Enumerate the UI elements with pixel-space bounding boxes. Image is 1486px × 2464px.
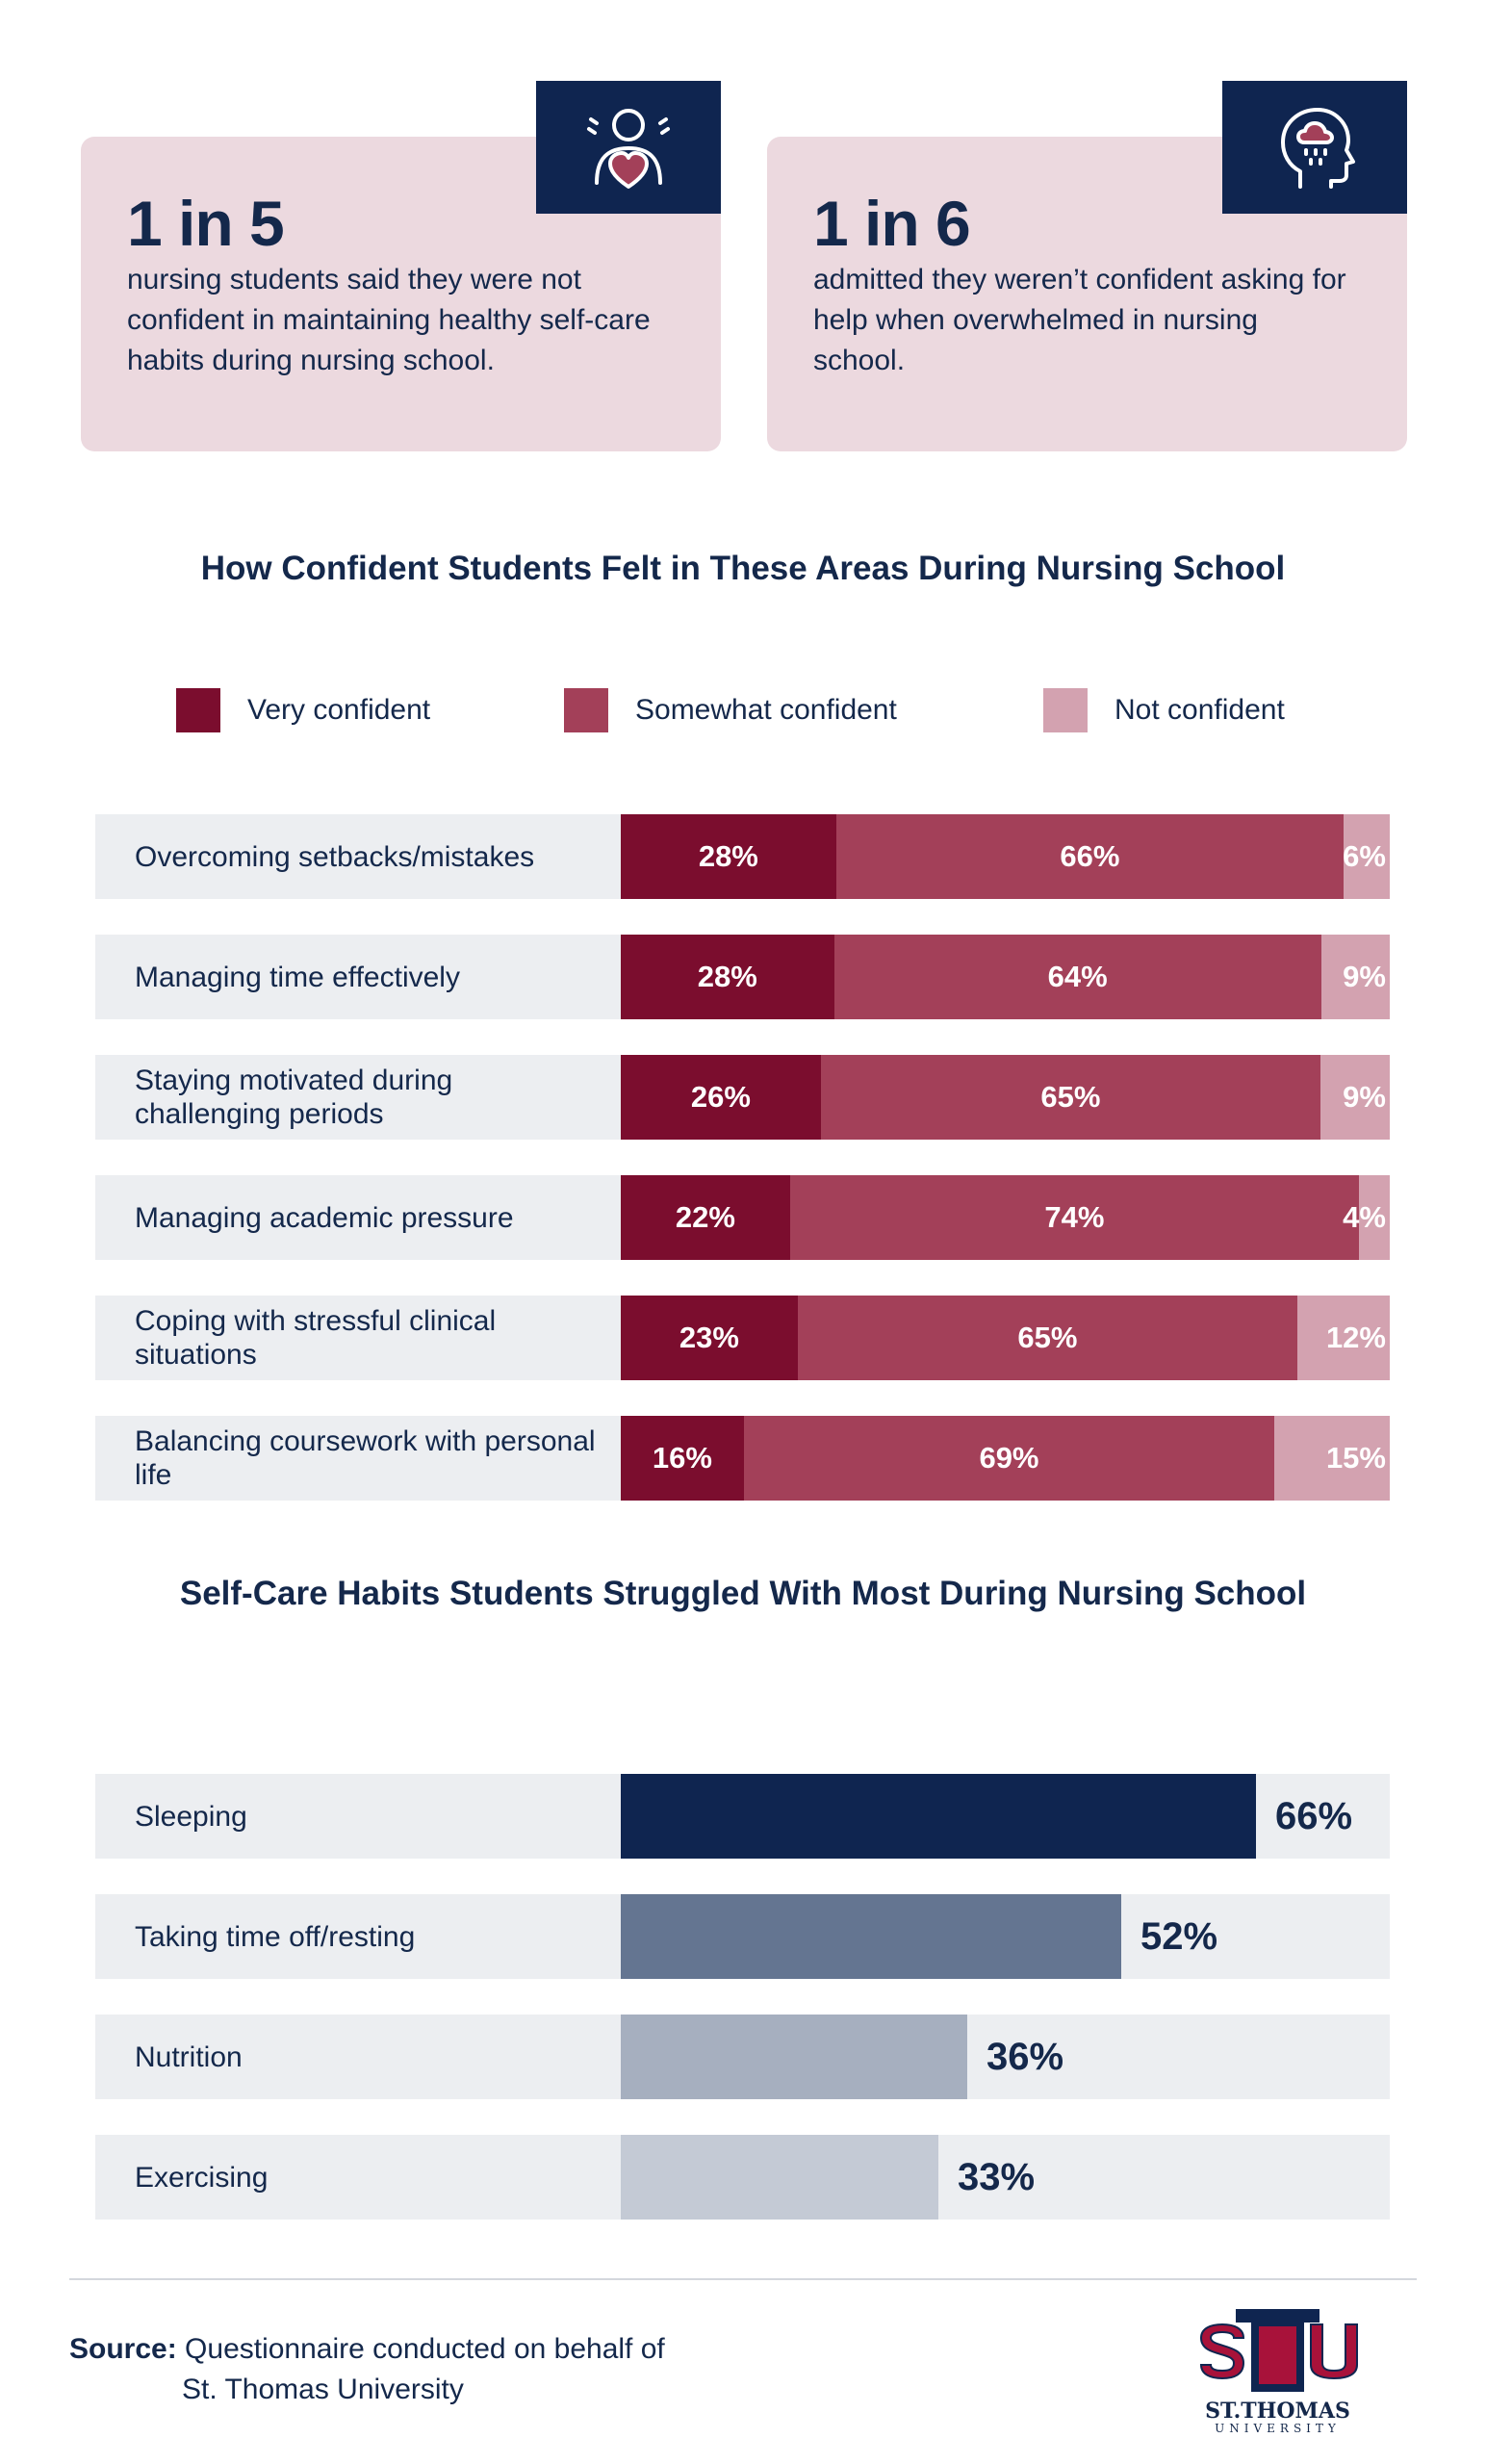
data-label: 26% bbox=[690, 1080, 751, 1114]
icon-box bbox=[1222, 81, 1407, 214]
stat-description: admitted they weren’t confident asking f… bbox=[813, 264, 1346, 376]
legend-label: Somewhat confident bbox=[635, 694, 897, 726]
category-label: Taking time off/resting bbox=[135, 1920, 416, 1953]
legend-swatch bbox=[1043, 688, 1088, 732]
legend-item-not-confident: Not confident bbox=[1043, 688, 1285, 732]
chart-title-confidence: How Confident Students Felt in These Are… bbox=[200, 550, 1286, 587]
icon-box bbox=[536, 81, 721, 214]
data-label: 69% bbox=[979, 1441, 1039, 1475]
bar-segment: 22% bbox=[621, 1175, 790, 1260]
bar-segment: 65% bbox=[820, 1055, 1321, 1140]
chart-title-self-care: Self-Care Habits Students Struggled With… bbox=[179, 1575, 1307, 1612]
chart-legend: Very confident Somewhat confident Not co… bbox=[0, 688, 1486, 736]
stu-monogram-icon bbox=[1199, 2309, 1358, 2392]
data-label: 66% bbox=[1275, 1794, 1353, 1837]
data-label: 65% bbox=[1040, 1080, 1101, 1114]
data-label: 33% bbox=[958, 2155, 1036, 2198]
category-label: Exercising bbox=[135, 2161, 269, 2194]
heart-person-icon bbox=[587, 109, 670, 189]
source-note: Source: Questionnaire conducted on behal… bbox=[69, 2329, 665, 2410]
bar-segment: 64% bbox=[833, 935, 1321, 1019]
stat-headline: 1 in 5 bbox=[127, 188, 285, 259]
data-label: 6% bbox=[1343, 839, 1386, 873]
bar-segment: 23% bbox=[621, 1296, 798, 1380]
data-label: 28% bbox=[698, 839, 758, 873]
bar bbox=[621, 1894, 1121, 1979]
bar-segment: 15% bbox=[1274, 1416, 1390, 1501]
legend-label: Not confident bbox=[1114, 694, 1285, 726]
footer-divider bbox=[69, 2278, 1417, 2280]
stat-description: nursing students said they were not conf… bbox=[127, 264, 651, 376]
data-label: 9% bbox=[1343, 960, 1386, 993]
data-label: 15% bbox=[1325, 1441, 1386, 1475]
category-label: Managing academic pressure bbox=[135, 1201, 514, 1234]
bar-segment: 16% bbox=[621, 1416, 744, 1501]
data-label: 36% bbox=[986, 2035, 1064, 2078]
bar bbox=[621, 2135, 938, 2220]
stat-headline: 1 in 6 bbox=[813, 188, 971, 259]
data-label: 28% bbox=[697, 960, 757, 993]
data-label: 4% bbox=[1343, 1200, 1386, 1234]
data-label: 16% bbox=[652, 1441, 712, 1475]
source-line-1: Questionnaire conducted on behalf of bbox=[185, 2333, 665, 2365]
bar-segment: 4% bbox=[1343, 1175, 1390, 1260]
legend-swatch bbox=[176, 688, 220, 732]
category-label: Sleeping bbox=[135, 1800, 247, 1833]
data-label: 74% bbox=[1044, 1200, 1105, 1234]
bar-segment: 66% bbox=[835, 814, 1345, 899]
logo-subtitle: UNIVERSITY bbox=[1215, 2422, 1341, 2435]
category-label: Coping with stressful clinical situation… bbox=[135, 1305, 497, 1371]
category-label: Managing time effectively bbox=[135, 961, 460, 993]
category-label: Overcoming setbacks/mistakes bbox=[135, 840, 535, 873]
legend-label: Very confident bbox=[247, 694, 431, 726]
head-raincloud-icon bbox=[1281, 108, 1355, 189]
category-label: Staying motivated during challenging per… bbox=[135, 1065, 453, 1130]
legend-item-very-confident: Very confident bbox=[176, 688, 430, 732]
bar-segment: 26% bbox=[621, 1055, 821, 1140]
bar bbox=[621, 1774, 1256, 1859]
bar-segment: 28% bbox=[621, 935, 834, 1019]
source-label: Source: bbox=[69, 2333, 177, 2365]
category-label: Nutrition bbox=[135, 2040, 243, 2073]
data-label: 66% bbox=[1060, 839, 1120, 873]
bar-segment: 9% bbox=[1320, 1055, 1390, 1140]
bar-segment: 65% bbox=[797, 1296, 1298, 1380]
data-label: 22% bbox=[675, 1200, 735, 1234]
university-logo: ST.THOMAS UNIVERSITY bbox=[1193, 2305, 1362, 2440]
data-label: 64% bbox=[1047, 960, 1108, 993]
bar-segment: 6% bbox=[1343, 814, 1390, 899]
data-label: 65% bbox=[1017, 1321, 1078, 1354]
stat-card-self-care: 1 in 5 nursing students said they were n… bbox=[81, 81, 721, 451]
bar-segment: 12% bbox=[1297, 1296, 1390, 1380]
legend-item-somewhat-confident: Somewhat confident bbox=[564, 688, 897, 732]
stat-card-asking-help: 1 in 6 admitted they weren’t confident a… bbox=[767, 81, 1407, 451]
logo-wordmark: ST.THOMAS bbox=[1205, 2399, 1350, 2424]
data-label: 52% bbox=[1140, 1914, 1218, 1958]
source-line-2: St. Thomas University bbox=[182, 2374, 464, 2405]
category-label: Balancing coursework with personal life bbox=[135, 1425, 596, 1491]
data-label: 12% bbox=[1325, 1321, 1386, 1354]
bar bbox=[621, 2015, 967, 2099]
bar-segment: 28% bbox=[621, 814, 836, 899]
data-label: 9% bbox=[1343, 1080, 1386, 1114]
bar-segment: 9% bbox=[1320, 935, 1390, 1019]
legend-swatch bbox=[564, 688, 608, 732]
bar-segment: 74% bbox=[789, 1175, 1360, 1260]
bar-segment: 69% bbox=[743, 1416, 1275, 1501]
data-label: 23% bbox=[679, 1321, 739, 1354]
